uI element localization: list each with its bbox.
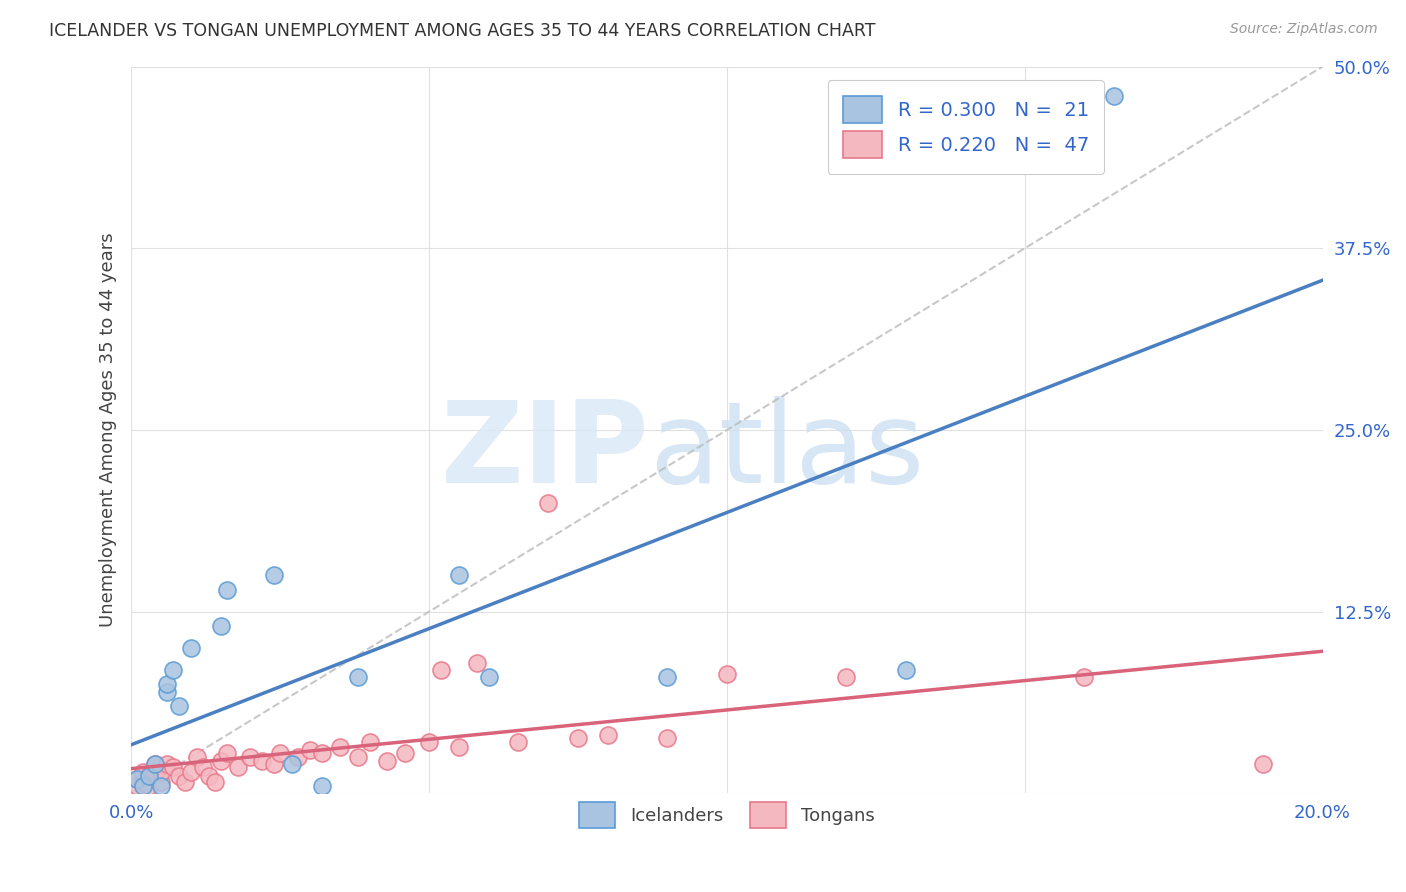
Point (657, 731, 679, 745)
Point (150, 774, 173, 789)
Point (359, 735, 381, 749)
Point (263, 568, 285, 582)
Point (132, 774, 155, 789)
Point (143, 764, 166, 779)
Point (191, 760, 214, 774)
Point (447, 568, 470, 582)
Point (127, 772, 149, 786)
Point (173, 774, 195, 789)
Text: atlas: atlas (650, 396, 925, 508)
Text: ICELANDER VS TONGAN UNEMPLOYMENT AMONG AGES 35 TO 44 YEARS CORRELATION CHART: ICELANDER VS TONGAN UNEMPLOYMENT AMONG A… (49, 22, 876, 40)
Point (132, 779, 155, 793)
Point (143, 757, 166, 772)
Point (311, 746, 333, 760)
Point (377, 755, 399, 769)
Point (1073, 670, 1095, 684)
Point (180, 764, 202, 779)
Point (508, 735, 530, 749)
Point (418, 735, 440, 749)
Point (156, 677, 179, 691)
Point (209, 755, 232, 769)
Point (716, 667, 738, 681)
Point (127, 772, 149, 786)
Point (138, 769, 160, 783)
Point (478, 670, 501, 684)
Point (209, 619, 232, 633)
Point (287, 750, 309, 764)
Point (150, 779, 173, 793)
Point (204, 774, 226, 789)
Point (228, 760, 250, 774)
Point (657, 670, 679, 684)
Point (430, 663, 453, 677)
Point (269, 746, 291, 760)
Point (894, 663, 917, 677)
Point (346, 750, 368, 764)
Point (215, 582, 238, 597)
Point (311, 779, 333, 793)
Point (1251, 757, 1274, 772)
Point (329, 739, 352, 754)
Point (186, 750, 208, 764)
Point (239, 750, 262, 764)
Point (162, 760, 184, 774)
Point (150, 764, 173, 779)
Point (215, 746, 238, 760)
Point (835, 670, 858, 684)
Point (127, 779, 149, 793)
Point (447, 739, 470, 754)
Point (298, 743, 321, 757)
Point (167, 769, 190, 783)
Point (537, 496, 560, 510)
Point (1102, 88, 1125, 103)
Point (180, 640, 202, 655)
Point (138, 769, 160, 783)
Point (167, 699, 190, 714)
Point (132, 764, 155, 779)
Point (465, 656, 488, 670)
Point (156, 757, 179, 772)
Point (252, 755, 274, 769)
Point (567, 731, 589, 745)
Point (394, 746, 416, 760)
Text: ZIP: ZIP (441, 396, 650, 508)
Y-axis label: Unemployment Among Ages 35 to 44 years: Unemployment Among Ages 35 to 44 years (100, 233, 117, 627)
Text: Source: ZipAtlas.com: Source: ZipAtlas.com (1230, 22, 1378, 37)
Legend: Icelanders, Tongans: Icelanders, Tongans (572, 795, 882, 835)
Point (162, 663, 184, 677)
Point (197, 769, 219, 783)
Point (281, 757, 304, 772)
Point (156, 684, 179, 698)
Point (143, 757, 166, 772)
Point (346, 670, 368, 684)
Point (596, 728, 619, 742)
Point (138, 779, 160, 793)
Point (263, 757, 285, 772)
